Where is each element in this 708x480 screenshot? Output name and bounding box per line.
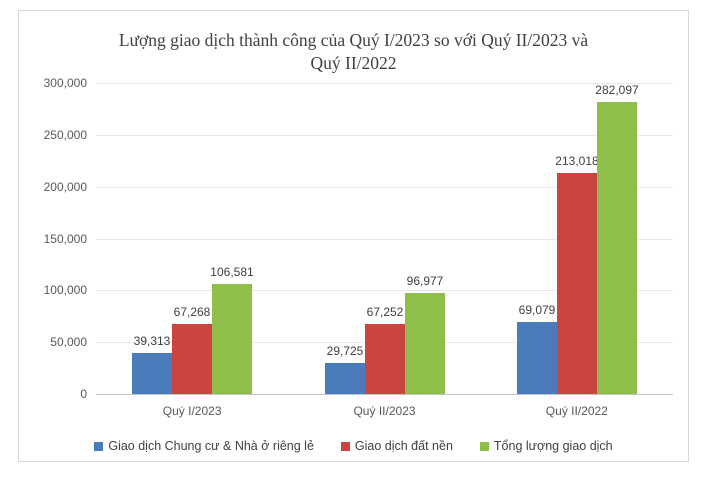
- chart-frame: Lượng giao dịch thành công của Quý I/202…: [18, 10, 689, 462]
- bar-series-3-group-2: [405, 293, 445, 394]
- y-tick-label: 150,000: [43, 232, 87, 246]
- bar-series-2-group-3: [557, 173, 597, 394]
- chart-title-line-2: Quý II/2022: [310, 53, 397, 73]
- bar-value-label: 67,252: [366, 305, 404, 319]
- bar-value-label: 96,977: [406, 274, 444, 288]
- legend-item-1: Giao dịch Chung cư & Nhà ở riêng lẻ: [94, 439, 314, 453]
- legend-item-label: Giao dịch Chung cư & Nhà ở riêng lẻ: [108, 439, 314, 453]
- legend-swatch-icon: [479, 441, 489, 451]
- legend-item-label: Giao dịch đất nền: [354, 439, 453, 453]
- gridline: [96, 290, 673, 291]
- gridline: [96, 135, 673, 136]
- legend-swatch-icon: [94, 441, 104, 451]
- bar-series-1-group-2: [325, 363, 365, 394]
- bar-value-label: 67,268: [173, 305, 211, 319]
- x-axis-line: [96, 394, 673, 395]
- y-tick-label: 300,000: [43, 76, 87, 90]
- x-tick-label: Quý I/2023: [162, 404, 222, 418]
- gridline: [96, 187, 673, 188]
- bar-value-label: 29,725: [326, 344, 364, 358]
- legend: Giao dịch Chung cư & Nhà ở riêng lẻ Giao …: [19, 439, 688, 453]
- bar-series-3-group-1: [212, 284, 252, 394]
- bar-series-2-group-1: [172, 324, 212, 394]
- legend-item-label: Tổng lượng giao dịch: [493, 439, 613, 453]
- x-tick-label: Quý II/2023: [353, 404, 416, 418]
- bar-value-label: 282,097: [595, 83, 639, 97]
- gridline: [96, 239, 673, 240]
- legend-item-3: Tổng lượng giao dịch: [479, 439, 613, 453]
- x-tick-label: Quý II/2022: [545, 404, 608, 418]
- legend-swatch-icon: [340, 441, 350, 451]
- bar-series-3-group-3: [597, 102, 637, 394]
- legend-item-2: Giao dịch đất nền: [340, 439, 453, 453]
- y-tick-label: 200,000: [43, 180, 87, 194]
- bar-series-2-group-2: [365, 324, 405, 394]
- y-tick-label: 100,000: [43, 283, 87, 297]
- bar-value-label: 213,018: [555, 154, 599, 168]
- y-tick-label: 0: [80, 387, 87, 401]
- bar-value-label: 39,313: [133, 334, 171, 348]
- bar-series-1-group-1: [132, 353, 172, 394]
- chart-title: Lượng giao dịch thành công của Quý I/202…: [19, 29, 688, 75]
- bar-series-1-group-3: [517, 322, 557, 394]
- gridline: [96, 83, 673, 84]
- bar-value-label: 106,581: [210, 265, 254, 279]
- bar-value-label: 69,079: [518, 303, 556, 317]
- chart-title-line-1: Lượng giao dịch thành công của Quý I/202…: [118, 30, 589, 50]
- y-tick-label: 250,000: [43, 128, 87, 142]
- y-tick-label: 50,000: [50, 335, 87, 349]
